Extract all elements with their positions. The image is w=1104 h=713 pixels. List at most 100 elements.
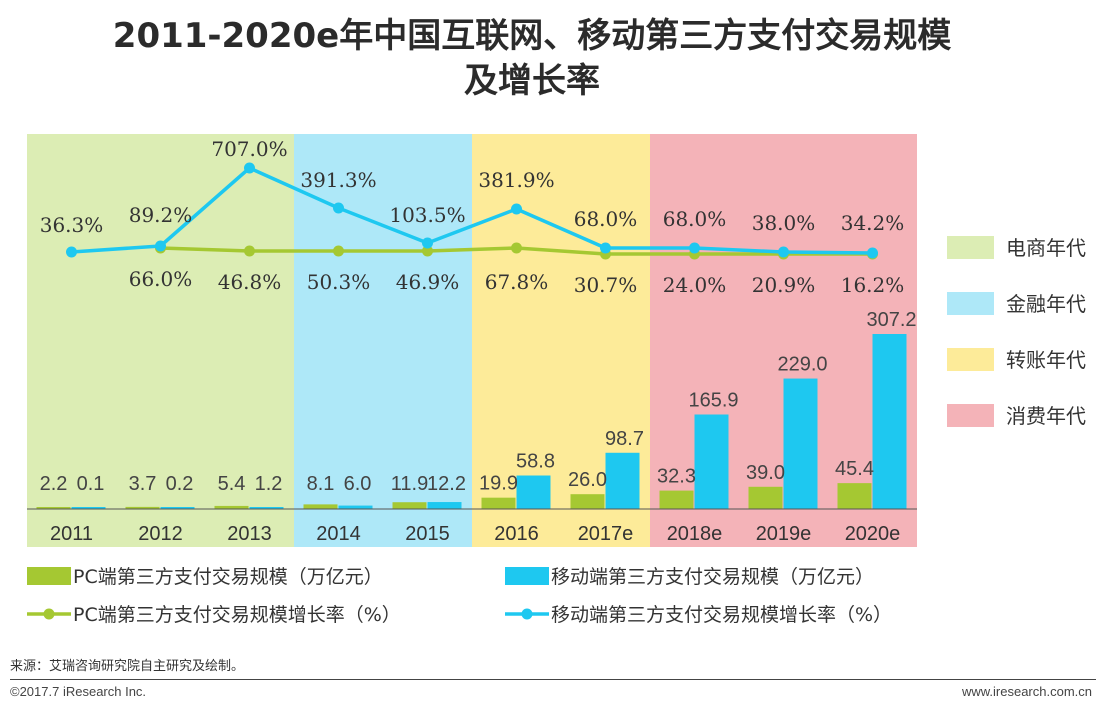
data-labels: 2.2 0.1 3.7 0.2 5.4 1.2 8.1 6.0 11.912.2 19.958.8…	[40, 137, 917, 495]
mobile-growth-label-2013: 707.0%	[211, 137, 287, 161]
era-legend-label-1: 电商年代	[1006, 236, 1086, 260]
pc-growth-label-2019e: 20.9%	[752, 273, 816, 297]
series-legend: PC端第三方支付交易规模（万亿元） 移动端第三方支付交易规模（万亿元） PC端第三方…	[27, 566, 892, 626]
pc-growth-label-2012: 66.0%	[129, 267, 193, 291]
mobile-bar-2012	[160, 507, 195, 509]
pc-bar-label-2020e: 45.4	[835, 458, 874, 480]
mobile-bar-2018e	[694, 414, 729, 509]
mobile-growth-point-2016	[511, 203, 522, 215]
mobile-growth-label-2014: 391.3%	[300, 168, 376, 192]
pc-bar-label-2013: 5.4	[218, 473, 246, 495]
x-axis: 2011 2012 2013 2014 2015 2016 2017e 2018e 2019e 2…	[27, 508, 917, 545]
mobile-bar-label-2015: 12.2	[427, 473, 466, 495]
mobile-bar-legend-label: 移动端第三方支付交易规模（万亿元）	[551, 566, 874, 588]
pc-growth-legend-marker	[43, 608, 55, 620]
mobile-bar-label-2013: 1.2	[255, 473, 283, 495]
x-tick-2013: 2013	[227, 523, 272, 545]
source-note: 来源：艾瑞咨询研究院自主研究及绘制。	[10, 659, 245, 674]
pc-growth-point-2013	[244, 245, 255, 257]
mobile-bar-label-2016: 58.8	[516, 451, 555, 473]
pc-bar-legend-label: PC端第三方支付交易规模（万亿元）	[73, 566, 383, 588]
mobile-bar-2020e	[872, 334, 907, 509]
x-tick-2016: 2016	[494, 523, 539, 545]
era-legend-label-2: 金融年代	[1006, 292, 1086, 316]
footer-divider	[10, 679, 1096, 680]
pc-bar-2020e	[837, 483, 872, 509]
mobile-bar-2016	[516, 475, 551, 509]
mobile-growth-label-2018e: 68.0%	[663, 207, 727, 231]
x-tick-2017e: 2017e	[578, 523, 634, 545]
pc-bar-label-2014: 8.1	[307, 473, 335, 495]
mobile-growth-point-2012	[155, 240, 166, 252]
era-legend-swatch-4	[947, 404, 994, 427]
mobile-growth-point-2020e	[867, 247, 878, 259]
mobile-growth-point-2017e	[600, 242, 611, 254]
mobile-growth-label-2016: 381.9%	[478, 168, 554, 192]
x-tick-2012: 2012	[138, 523, 183, 545]
era-legend-swatch-1	[947, 236, 994, 259]
mobile-growth-label-2017e: 68.0%	[574, 207, 638, 231]
pc-bar-2011	[36, 507, 71, 509]
pc-growth-label-2020e: 16.2%	[841, 273, 905, 297]
website-link[interactable]: www.iresearch.com.cn	[961, 684, 1092, 699]
era-legend-label-4: 消费年代	[1006, 404, 1086, 428]
mobile-bar-2011	[71, 507, 106, 509]
x-tick-2019e: 2019e	[756, 523, 812, 545]
pc-bar-2014	[303, 504, 338, 509]
title-line-1: 2011-2020e年中国互联网、移动第三方支付交易规模	[112, 16, 952, 56]
copyright: ©2017.7 iResearch Inc.	[10, 684, 147, 699]
chart-title: 2011-2020e年中国互联网、移动第三方支付交易规模 及增长率	[0, 14, 1064, 104]
mobile-bar-legend-swatch	[505, 567, 549, 585]
x-tick-2011: 2011	[50, 523, 93, 545]
mobile-bar-2013	[249, 507, 284, 509]
pc-bar-2017e	[570, 494, 605, 509]
mobile-growth-legend-marker	[521, 608, 533, 620]
mobile-growth-label-2020e: 34.2%	[841, 211, 905, 235]
mobile-bar-label-2019e: 229.0	[777, 354, 827, 376]
pc-growth-label-2018e: 24.0%	[663, 273, 727, 297]
pc-bar-label-2019e: 39.0	[746, 462, 785, 484]
title-line-2: 及增长率	[464, 61, 600, 101]
pc-growth-label-2017e: 30.7%	[574, 273, 638, 297]
mobile-growth-point-2015	[422, 237, 433, 249]
pc-growth-label-2015: 46.9%	[396, 270, 460, 294]
era-legend-swatch-2	[947, 292, 994, 315]
mobile-bar-2017e	[605, 452, 640, 509]
pc-bar-2018e	[659, 490, 694, 509]
x-tick-2018e: 2018e	[667, 523, 723, 545]
pc-bar-label-2018e: 32.3	[657, 466, 696, 488]
pc-growth-point-2014	[333, 245, 344, 257]
pc-bar-label-2017e: 26.0	[568, 469, 607, 491]
bars	[36, 334, 907, 509]
mobile-growth-point-2013	[244, 162, 255, 174]
mobile-bar-label-2012: 0.2	[166, 473, 194, 495]
pc-bar-label-2012: 3.7	[129, 473, 157, 495]
era-legend-label-3: 转账年代	[1006, 348, 1086, 372]
pc-bar-legend-swatch	[27, 567, 71, 585]
era-band-1	[27, 134, 294, 547]
mobile-growth-line	[71, 166, 873, 255]
mobile-growth-point-2014	[333, 202, 344, 214]
mobile-growth-label-2015: 103.5%	[389, 203, 465, 227]
pc-bar-2016	[481, 497, 516, 509]
mobile-bar-2014	[338, 505, 373, 509]
x-tick-2014: 2014	[316, 523, 361, 545]
pc-bar-label-2011: 2.2	[40, 473, 68, 495]
pc-bar-2012	[125, 506, 160, 509]
x-tick-2015: 2015	[405, 523, 450, 545]
pc-growth-point-2015	[422, 245, 433, 257]
mobile-bar-2015	[427, 502, 462, 509]
pc-growth-legend-label: PC端第三方支付交易规模增长率（%）	[73, 604, 401, 626]
mobile-bar-label-2017e: 98.7	[605, 428, 644, 450]
lines	[66, 162, 878, 260]
pc-growth-point-2016	[511, 242, 522, 254]
pc-growth-label-2014: 50.3%	[307, 270, 371, 294]
mobile-growth-label-2011: 36.3%	[40, 213, 104, 237]
mobile-bar-label-2020e: 307.2	[866, 309, 916, 331]
mobile-bar-label-2014: 6.0	[344, 473, 372, 495]
mobile-growth-point-2011	[66, 246, 77, 258]
pc-bar-2013	[214, 505, 249, 509]
pc-bar-label-2016: 19.9	[479, 473, 518, 495]
